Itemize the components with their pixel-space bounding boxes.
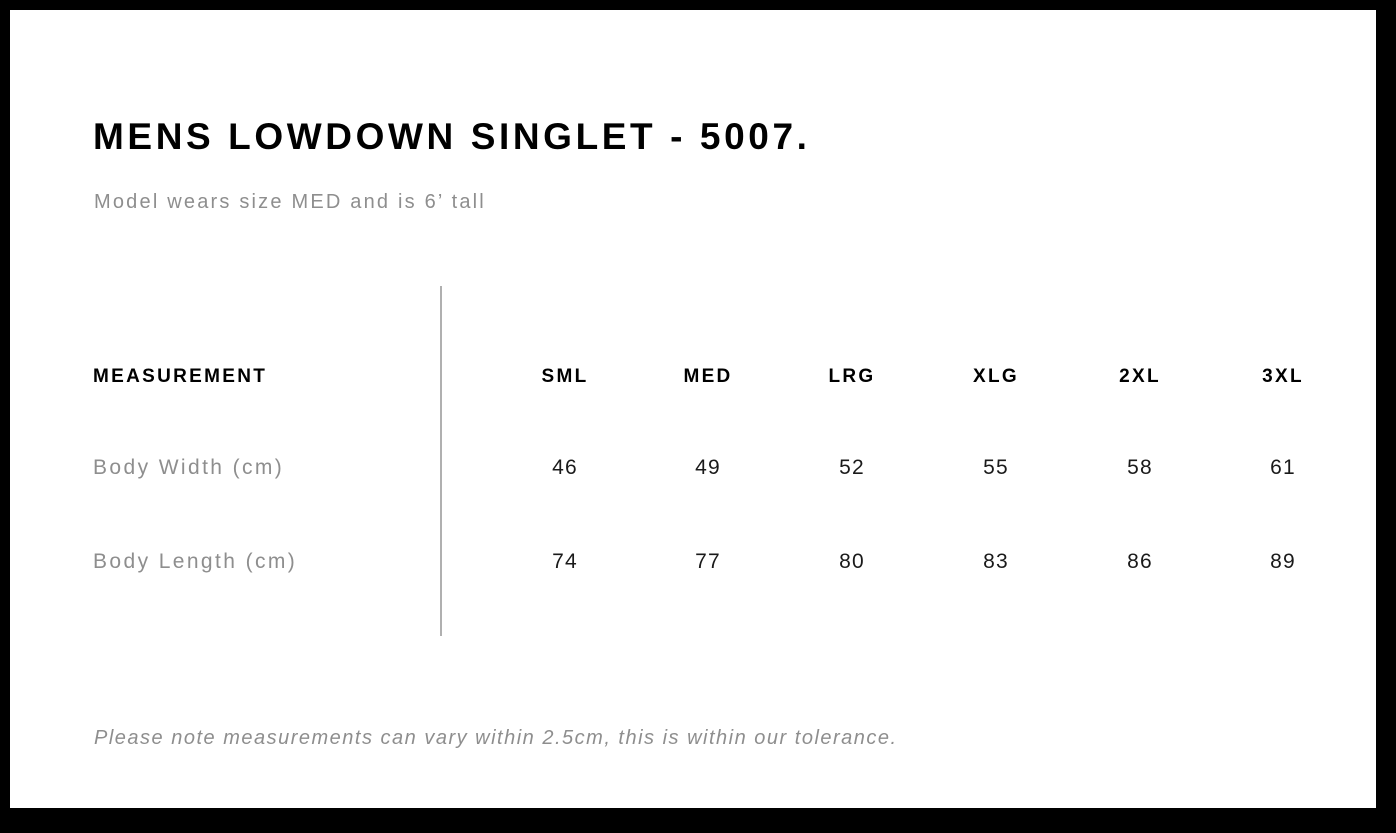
cell-body-length-xlg: 83	[983, 550, 1009, 573]
cell-body-width-sml: 46	[552, 456, 578, 479]
cell-body-length-lrg: 80	[839, 550, 865, 573]
column-header-xlg: XLG	[973, 366, 1019, 387]
column-header-2xl: 2XL	[1119, 366, 1161, 387]
cell-body-length-3xl: 89	[1270, 550, 1296, 573]
cell-body-width-xlg: 55	[983, 456, 1009, 479]
cell-body-length-med: 77	[695, 550, 721, 573]
column-header-measurement: MEASUREMENT	[93, 366, 268, 387]
cell-body-length-2xl: 86	[1127, 550, 1153, 573]
column-header-med: MED	[683, 366, 733, 387]
cell-body-width-lrg: 52	[839, 456, 865, 479]
cell-body-width-3xl: 61	[1270, 456, 1296, 479]
cell-body-length-sml: 74	[552, 550, 578, 573]
model-fit-note: Model wears size MED and is 6’ tall	[94, 191, 486, 213]
page-title: MENS LOWDOWN SINGLET - 5007.	[93, 116, 811, 157]
cell-body-width-med: 49	[695, 456, 721, 479]
column-header-sml: SML	[541, 366, 589, 387]
table-vertical-divider	[440, 286, 442, 636]
size-chart-table: MEASUREMENT SML MED LRG XLG 2XL 3XL Body…	[10, 10, 1376, 808]
column-header-3xl: 3XL	[1262, 366, 1304, 387]
size-chart-page: MENS LOWDOWN SINGLET - 5007. Model wears…	[10, 10, 1376, 808]
row-label-body-width: Body Width (cm)	[93, 456, 285, 479]
row-label-body-length: Body Length (cm)	[93, 550, 298, 573]
column-header-lrg: LRG	[828, 366, 876, 387]
cell-body-width-2xl: 58	[1127, 456, 1153, 479]
tolerance-footnote: Please note measurements can vary within…	[94, 727, 898, 749]
